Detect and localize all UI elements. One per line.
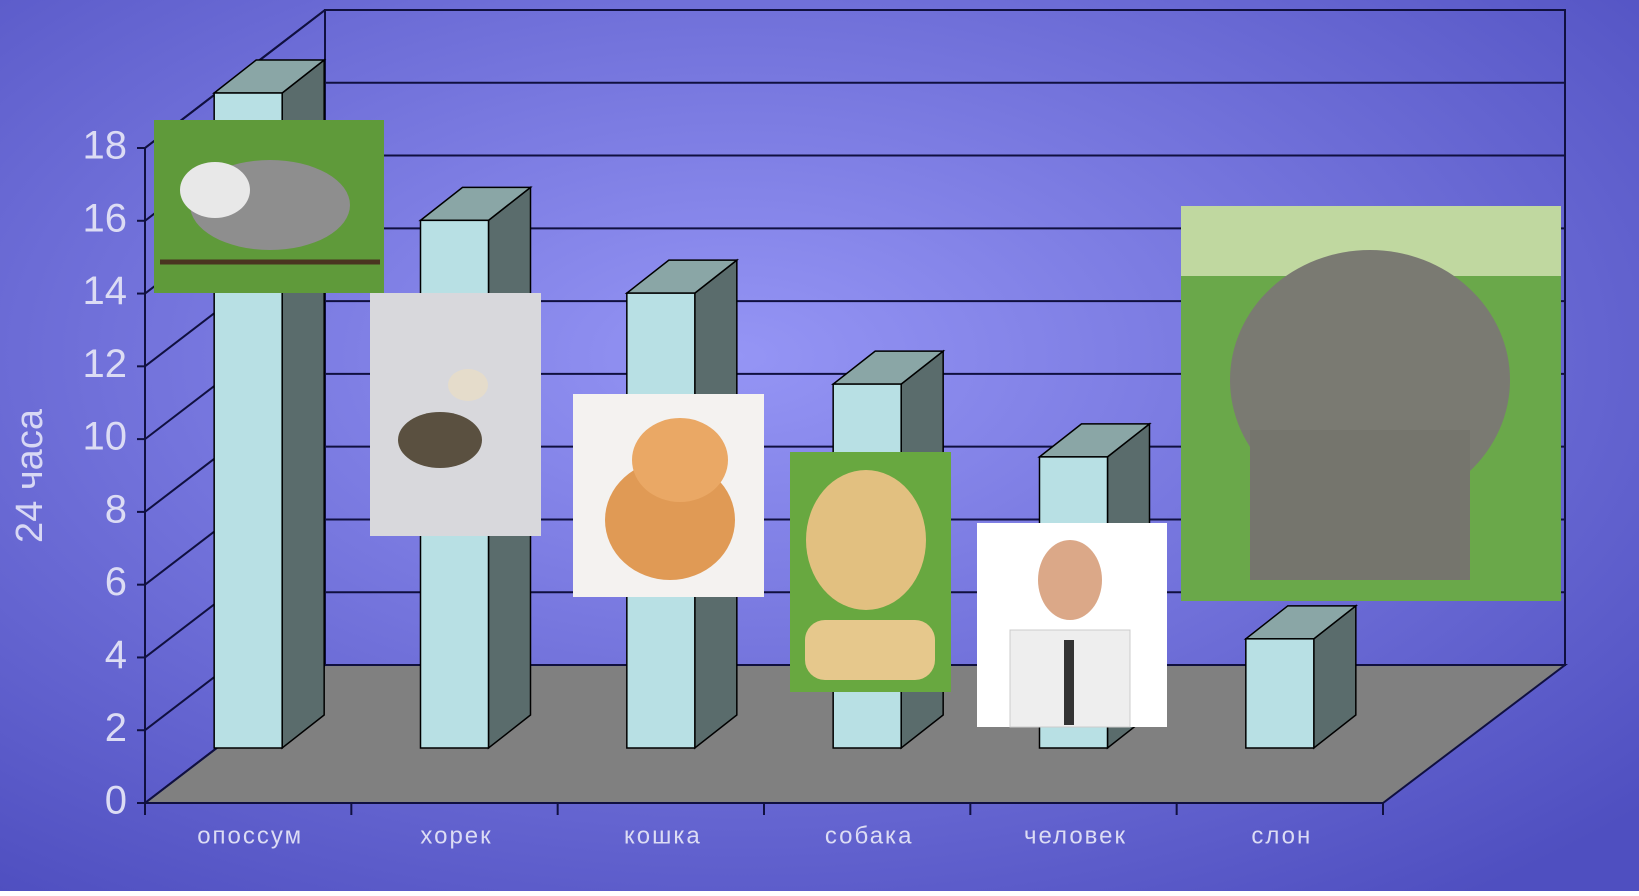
photo-elephant [1181,206,1561,601]
chart: 0 2 4 6 8 10 12 14 16 18 опоссум хорек кошка собака че… [0,0,1639,891]
y-tick-label: 0 [105,779,127,823]
y-tick-label: 4 [105,633,127,677]
photo-ferret [370,293,541,536]
photo-dog [790,452,951,692]
bar [1246,639,1314,748]
y-tick-label: 10 [83,415,128,459]
y-tick-label: 8 [105,487,127,531]
x-tick-label: слон [1251,822,1312,849]
x-tick-label: человек [1024,822,1127,849]
photo-man [977,523,1167,727]
photo-kitten [573,394,764,597]
y-tick-label: 18 [83,124,128,168]
x-tick-label: хорек [420,822,492,849]
y-tick-label: 16 [83,196,128,240]
y-tick-label: 2 [105,706,127,750]
x-tick-label: собака [825,822,914,849]
y-axis-label: 24 часа [9,408,51,543]
y-tick-label: 6 [105,560,127,604]
page: 0 2 4 6 8 10 12 14 16 18 опоссум хорек кошка собака че… [0,0,1639,891]
y-tick-label: 12 [83,342,128,386]
y-tick-label: 14 [83,269,128,313]
x-tick-label: кошка [624,822,702,849]
photo-opossum [154,120,384,293]
x-tick-label: опоссум [197,822,303,849]
